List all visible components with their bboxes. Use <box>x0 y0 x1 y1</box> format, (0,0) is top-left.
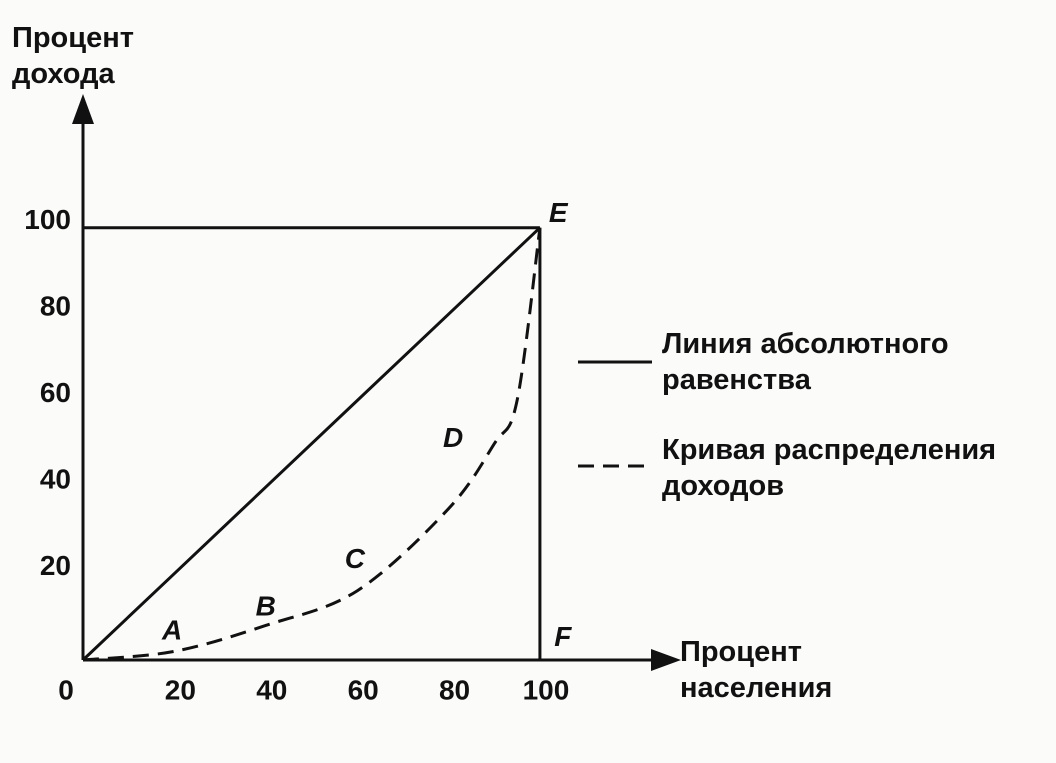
point-label: E <box>549 197 569 228</box>
x-tick-label: 40 <box>256 674 287 705</box>
y-axis-title: Процент дохода <box>12 22 134 90</box>
x-tick-label: 100 <box>523 674 570 705</box>
point-label: F <box>554 621 572 652</box>
y-tick-label: 60 <box>40 377 71 408</box>
x-axis-arrow <box>651 649 681 671</box>
x-tick-label: 0 <box>58 674 74 705</box>
point-label: D <box>443 422 463 453</box>
x-tick-label: 20 <box>165 674 196 705</box>
legend-label: Кривая распределения доходов <box>662 434 997 502</box>
point-label: C <box>345 543 366 574</box>
point-label: B <box>256 591 276 622</box>
y-tick-label: 100 <box>24 204 71 235</box>
point-label: A <box>161 614 182 645</box>
y-tick-label: 20 <box>40 550 71 581</box>
y-tick-label: 40 <box>40 463 71 494</box>
x-axis-title: Процент населения <box>680 636 833 704</box>
x-tick-label: 60 <box>348 674 379 705</box>
y-tick-label: 80 <box>40 291 71 322</box>
legend-label: Линия абсолютного равенства <box>662 328 949 396</box>
x-tick-label: 80 <box>439 674 470 705</box>
y-axis-arrow <box>72 94 94 124</box>
series-line <box>81 226 541 662</box>
series-line <box>82 227 542 662</box>
